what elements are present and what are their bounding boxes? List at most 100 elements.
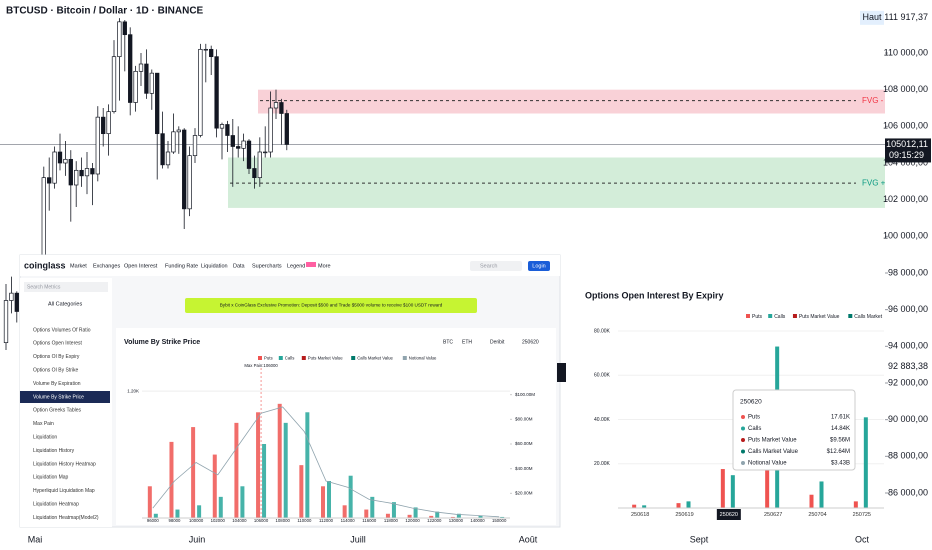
- x-tick-label: Mai: [28, 534, 43, 544]
- sidebar-item[interactable]: Max Pain: [33, 421, 54, 427]
- strike-bar: [262, 444, 267, 518]
- strike-bar: [500, 516, 505, 518]
- sidebar-item[interactable]: Hyperliquid Liquidation Map: [33, 488, 95, 494]
- x-tick-label: 112000: [319, 518, 334, 523]
- strike-bar: [305, 412, 310, 518]
- fvg-label: FVG -: [862, 96, 884, 105]
- y2-tick-label: $60.00M: [515, 441, 533, 446]
- x-tick-label: 102000: [211, 518, 226, 523]
- y-tick-label: 98 000,00: [888, 267, 928, 277]
- candle-body: [176, 129, 181, 133]
- search-box[interactable]: [470, 261, 522, 271]
- tooltip-dot: [741, 426, 745, 431]
- candle-body: [155, 72, 160, 135]
- candle-body: [171, 131, 176, 153]
- y-tick-label: 1.20K: [127, 388, 139, 393]
- last-price-label: 105012,11: [886, 139, 928, 149]
- x-tick-label: 100000: [189, 518, 204, 523]
- nav-item[interactable]: Open Interest: [124, 263, 158, 269]
- legend-label: Calls Market: [854, 314, 882, 320]
- x-tick-label: 110000: [297, 518, 312, 523]
- nav-item[interactable]: Exchanges: [93, 263, 120, 269]
- expiry-bar: [676, 503, 681, 508]
- candle-body: [138, 63, 144, 72]
- sidebar-item[interactable]: Liquidation Heatmap(Model2): [33, 515, 99, 521]
- sidebar-item[interactable]: Options Open Interest: [33, 341, 83, 347]
- x-tick-label: 250618: [631, 512, 649, 518]
- candle-body: [241, 140, 246, 149]
- strike-bar: [321, 486, 325, 518]
- candle-body: [246, 140, 252, 169]
- search-metrics-box[interactable]: [24, 282, 108, 292]
- x-tick-label: 150000: [492, 518, 507, 523]
- x-tick-label: 114000: [341, 518, 356, 523]
- sidebar-item[interactable]: Liquidation Heatmap: [33, 502, 79, 508]
- expiry-chart-title: Options Open Interest By Expiry: [585, 290, 724, 300]
- strike-tab[interactable]: 250620: [522, 339, 539, 345]
- tooltip-value: 17.61K: [831, 415, 850, 421]
- tooltip-dot: [741, 438, 745, 442]
- expiry-bar: [632, 504, 637, 508]
- sidebar-item[interactable]: Options OI By Strike: [33, 368, 79, 374]
- sidebar-item[interactable]: Liquidation: [33, 435, 57, 441]
- x-tick-label: 250619: [675, 512, 693, 518]
- nav-item[interactable]: Liquidation: [201, 263, 228, 269]
- candle-body: [198, 48, 203, 136]
- legend-swatch: [746, 314, 750, 318]
- y-tick-label: 92 000,00: [888, 377, 928, 387]
- tooltip-dot: [741, 415, 745, 419]
- legend-swatch: [351, 356, 356, 360]
- x-tick-label: 106000: [254, 518, 269, 523]
- tooltip-value: $12.64M: [827, 449, 850, 455]
- sidebar-item[interactable]: Volume By Expiration: [33, 381, 81, 387]
- candle-body: [111, 56, 117, 113]
- strike-bar: [234, 422, 239, 518]
- candle-body: [74, 169, 79, 186]
- sidebar-item[interactable]: Options Volumes Of Ratio: [33, 327, 91, 333]
- strike-bar: [256, 412, 261, 518]
- nav-item[interactable]: Funding Rate: [165, 263, 198, 269]
- expiry-bar: [819, 481, 824, 508]
- strike-bar: [283, 422, 288, 518]
- new-badge: [306, 262, 316, 267]
- sidebar-item[interactable]: Options OI By Expiry: [33, 354, 80, 360]
- strike-tab[interactable]: Deribit: [490, 339, 505, 345]
- legend-swatch: [402, 356, 407, 360]
- legend-swatch: [278, 356, 283, 360]
- tooltip-name: Calls Market Value: [748, 449, 799, 455]
- strike-tab[interactable]: ETH: [462, 339, 472, 345]
- sidebar-item[interactable]: Volume By Strike Price: [33, 394, 84, 400]
- nav-item[interactable]: Data: [233, 263, 246, 269]
- sidebar-item[interactable]: Liquidation History Heatmap: [33, 461, 96, 467]
- candle-body: [279, 102, 284, 114]
- high-value: 111 917,37: [884, 12, 928, 22]
- sidebar-item[interactable]: Liquidation History: [33, 448, 75, 454]
- nav-item[interactable]: Legend: [287, 263, 305, 269]
- nav-item[interactable]: Supercharts: [252, 263, 282, 269]
- candle-body: [284, 113, 289, 145]
- expiry-bar: [686, 501, 691, 508]
- strike-bar: [435, 511, 440, 518]
- candle-body: [106, 111, 111, 135]
- sidebar-item[interactable]: Option Greeks Tables: [33, 408, 81, 414]
- promo-banner: [185, 298, 477, 313]
- strike-tab[interactable]: BTC: [443, 339, 453, 345]
- candle-body: [9, 292, 14, 301]
- candle-body: [79, 169, 84, 177]
- login-button[interactable]: [528, 261, 550, 271]
- sidebar-item[interactable]: Liquidation Map: [33, 475, 69, 481]
- candle-body: [230, 135, 235, 147]
- nav-item[interactable]: More: [318, 263, 331, 269]
- nav-item[interactable]: Market: [70, 263, 87, 269]
- y2-tick-label: $40.00M: [515, 466, 533, 471]
- strike-bar: [175, 509, 180, 518]
- candle-body: [117, 21, 122, 58]
- y-tick-label: 102 000,00: [883, 194, 928, 204]
- candle-body: [236, 146, 241, 149]
- all-categories: All Categories: [48, 301, 82, 307]
- candle-body: [263, 151, 268, 154]
- login-label: Login: [532, 263, 545, 269]
- candle-body: [257, 151, 262, 179]
- legend-swatch: [848, 314, 853, 318]
